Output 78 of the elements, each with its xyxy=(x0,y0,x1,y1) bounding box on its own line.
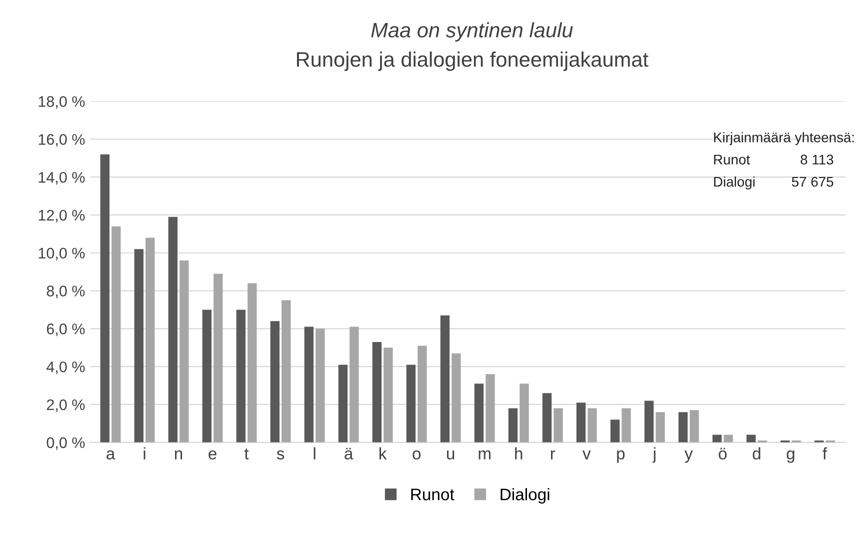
bar xyxy=(440,315,450,442)
x-tick-label: n xyxy=(174,450,182,460)
bar xyxy=(622,408,631,442)
x-tick-label: g xyxy=(786,450,794,463)
x-tick-label: a xyxy=(106,450,116,460)
x-tick-label: m xyxy=(478,450,490,460)
bar xyxy=(350,326,359,442)
y-tick-label: 18,0 % xyxy=(38,96,85,109)
bar xyxy=(656,412,665,442)
chart-title: Maa on syntinen laulu xyxy=(371,22,573,42)
bar xyxy=(168,216,178,442)
bar xyxy=(384,348,393,442)
x-tick-label: t xyxy=(244,448,249,460)
bar xyxy=(236,310,246,442)
annotation: Kirjainmäärä yhteensä: xyxy=(714,132,854,146)
bar xyxy=(520,384,529,442)
bar xyxy=(406,364,416,442)
bar xyxy=(474,384,484,442)
chart-subtitle: Runojen ja dialogien foneemijakaumat xyxy=(297,52,648,71)
bar xyxy=(554,408,563,442)
bar xyxy=(452,353,461,442)
x-tick-label: r xyxy=(550,450,556,460)
bar xyxy=(100,154,110,442)
bar xyxy=(134,249,144,442)
bar xyxy=(678,412,688,442)
bar xyxy=(248,283,257,442)
x-tick-label: k xyxy=(380,447,387,460)
y-tick-label: 4,0 % xyxy=(46,361,85,374)
bar xyxy=(316,328,325,442)
text: Runot 8 113 xyxy=(714,154,834,165)
bar xyxy=(644,400,654,442)
bar xyxy=(418,346,427,442)
x-tick-label: h xyxy=(515,447,522,460)
legend-label: Runot xyxy=(411,488,454,500)
bar xyxy=(282,300,291,442)
bar xyxy=(508,408,518,442)
y-tick-label: 16,0 % xyxy=(38,134,85,147)
x-tick-label: j xyxy=(652,447,656,463)
bar xyxy=(486,374,495,442)
y-tick-label: 0,0 % xyxy=(46,437,85,450)
x-tick-label: ö xyxy=(718,448,727,460)
x-tick-label: o xyxy=(412,450,421,460)
y-tick-label: 6,0 % xyxy=(46,324,85,336)
bar xyxy=(724,434,733,442)
bar xyxy=(180,260,189,442)
bar xyxy=(304,326,314,442)
bar xyxy=(372,342,382,442)
bar xyxy=(270,321,280,442)
x-tick-label: i xyxy=(144,447,146,460)
bar xyxy=(610,420,620,442)
bar xyxy=(338,364,348,442)
bar xyxy=(576,402,586,442)
x-tick-label: y xyxy=(684,450,693,463)
x-tick-label: v xyxy=(582,450,591,460)
x-tick-label: ä xyxy=(344,448,354,460)
y-tick-label: 10,0 % xyxy=(38,248,85,260)
x-tick-label: u xyxy=(447,450,454,460)
bar xyxy=(146,238,155,442)
bar xyxy=(690,410,699,442)
x-tick-label: f xyxy=(822,447,828,460)
y-tick-label: 14,0 % xyxy=(38,172,85,185)
y-tick-label: 12,0 % xyxy=(38,210,85,222)
bar xyxy=(746,434,756,442)
bar xyxy=(112,226,121,442)
bar xyxy=(588,408,597,442)
legend-label: Dialogi xyxy=(500,488,550,504)
bar xyxy=(214,274,223,442)
x-tick-label: d xyxy=(752,447,760,460)
x-tick-label: s xyxy=(276,450,284,460)
x-tick-label: p xyxy=(617,450,625,463)
bar xyxy=(712,434,722,442)
y-tick-label: 8,0 % xyxy=(46,286,85,298)
y-tick-label: 2,0 % xyxy=(46,399,85,412)
bar xyxy=(202,310,212,442)
bar xyxy=(542,393,552,442)
x-tick-label: l xyxy=(314,447,316,460)
x-tick-label: e xyxy=(208,450,216,460)
text: Dialogi 57 675 xyxy=(714,176,834,190)
